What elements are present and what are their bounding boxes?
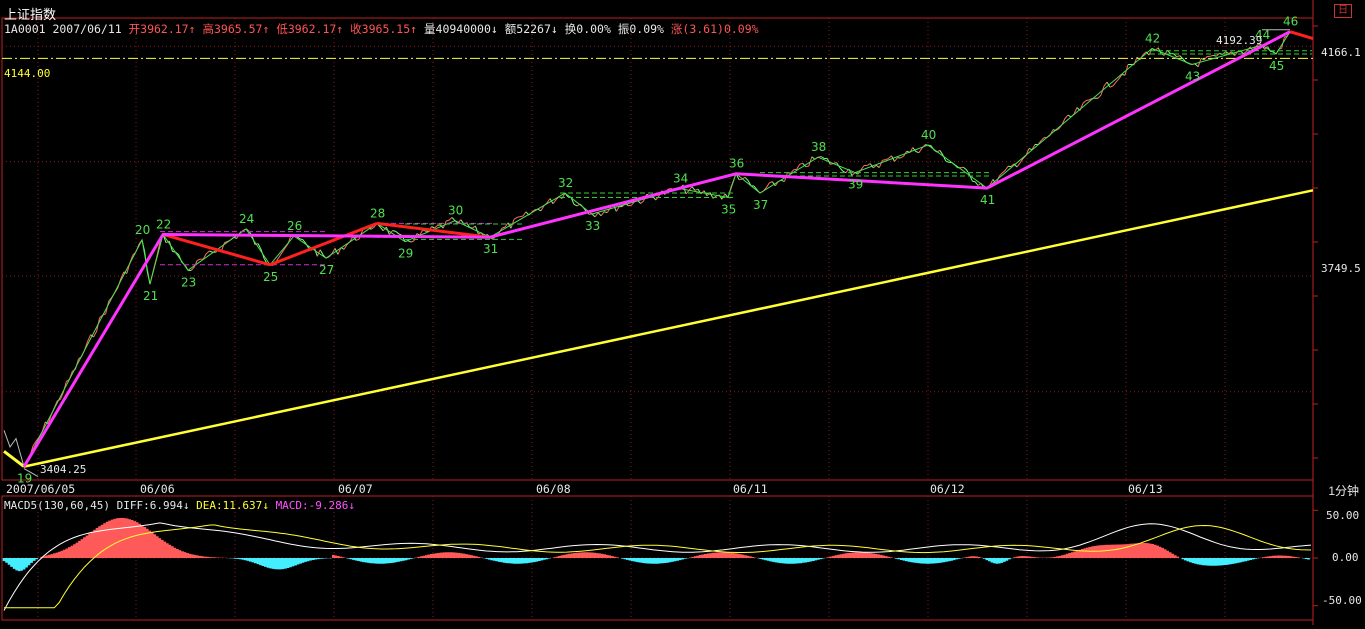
wave-label: 21	[143, 289, 158, 303]
price-axis-label: 4166.1	[1321, 46, 1361, 59]
quote-bar: 1A0001 2007/06/11 开3962.17↑ 高3965.57↑ 低3…	[4, 21, 759, 37]
trend-line-start	[4, 451, 24, 466]
wave-label: 45	[1269, 59, 1284, 73]
wave-label: 35	[721, 202, 736, 216]
macd-bar-negative	[4, 558, 1309, 571]
wave-label: 40	[921, 128, 936, 142]
macd-dea: DEA:11.637	[196, 499, 262, 512]
turnover-value: 换0.00%	[565, 22, 611, 36]
macd-axis-label: -50.00	[1322, 594, 1362, 607]
wave-label: 30	[448, 204, 463, 218]
wave-label: 22	[156, 217, 171, 231]
wave-label: 20	[135, 223, 150, 237]
x-axis-label: 06/11	[733, 482, 768, 496]
x-axis-label: 06/07	[338, 482, 373, 496]
wave-label: 31	[483, 242, 498, 256]
day-period-button[interactable]: 日	[1334, 4, 1352, 18]
code-date: 1A0001 2007/06/11	[4, 22, 122, 36]
wave-label: 46	[1283, 15, 1298, 29]
x-axis-label: 06/13	[1128, 482, 1163, 496]
x-axis-label: 2007/06/05	[6, 482, 75, 496]
change-value: 涨(3.61)0.09%	[671, 22, 759, 36]
wave-label: 42	[1145, 31, 1160, 45]
wave-label: 37	[753, 198, 768, 212]
wave-label: 34	[673, 172, 688, 186]
wave-label: 25	[263, 270, 278, 284]
wave-label: 26	[287, 219, 302, 233]
macd-axis-label: 0.00	[1332, 551, 1359, 564]
wave-label: 43	[1185, 69, 1200, 83]
price-axis-label: 3749.5	[1321, 262, 1361, 275]
close-value: 收3965.15	[350, 22, 410, 36]
high-annotation: 4192.39	[1216, 34, 1262, 47]
x-axis-label: 06/08	[536, 482, 571, 496]
open-value: 开3962.17	[129, 22, 189, 36]
price-panel-frame	[2, 18, 1313, 480]
amount-value: 额52267	[505, 22, 551, 36]
macd-name: MACD5(130,60,45)	[4, 499, 110, 512]
wave-label: 29	[398, 247, 413, 261]
wave-label: 23	[181, 275, 196, 289]
wave-label: 33	[585, 219, 600, 233]
macd-axis-label: 50.00	[1326, 509, 1359, 522]
x-axis-label: 06/06	[140, 482, 175, 496]
high-value: 高3965.57	[202, 22, 262, 36]
low-value: 低3962.17	[276, 22, 336, 36]
wave-label: 39	[848, 178, 863, 192]
wave-label: 32	[558, 176, 573, 190]
wave-label: 28	[370, 206, 385, 220]
volume-value: 量40940000	[424, 22, 491, 36]
low-annotation: 3404.25	[40, 463, 86, 476]
amplitude-value: 振0.09%	[618, 22, 664, 36]
macd-diff: DIFF:6.994	[117, 499, 183, 512]
macd-legend: MACD5(130,60,45) DIFF:6.994↓ DEA:11.637↓…	[4, 499, 355, 512]
red-segment-line	[1290, 32, 1313, 39]
period-selector[interactable]: 1分钟	[1328, 482, 1359, 499]
wave-label: 36	[729, 157, 744, 171]
price-line-start	[4, 430, 24, 466]
macd-value: MACD:-9.286	[276, 499, 349, 512]
wave-label: 38	[811, 140, 826, 154]
x-axis-label: 06/12	[930, 482, 965, 496]
wave-label: 41	[980, 193, 995, 207]
ref-line-label: 4144.00	[4, 67, 50, 80]
macd-diff-line	[4, 523, 1311, 611]
macd-dea-line	[4, 525, 1311, 608]
red-segment-line	[163, 234, 270, 264]
wave-label: 24	[239, 212, 254, 226]
wave-label: 27	[319, 263, 334, 277]
